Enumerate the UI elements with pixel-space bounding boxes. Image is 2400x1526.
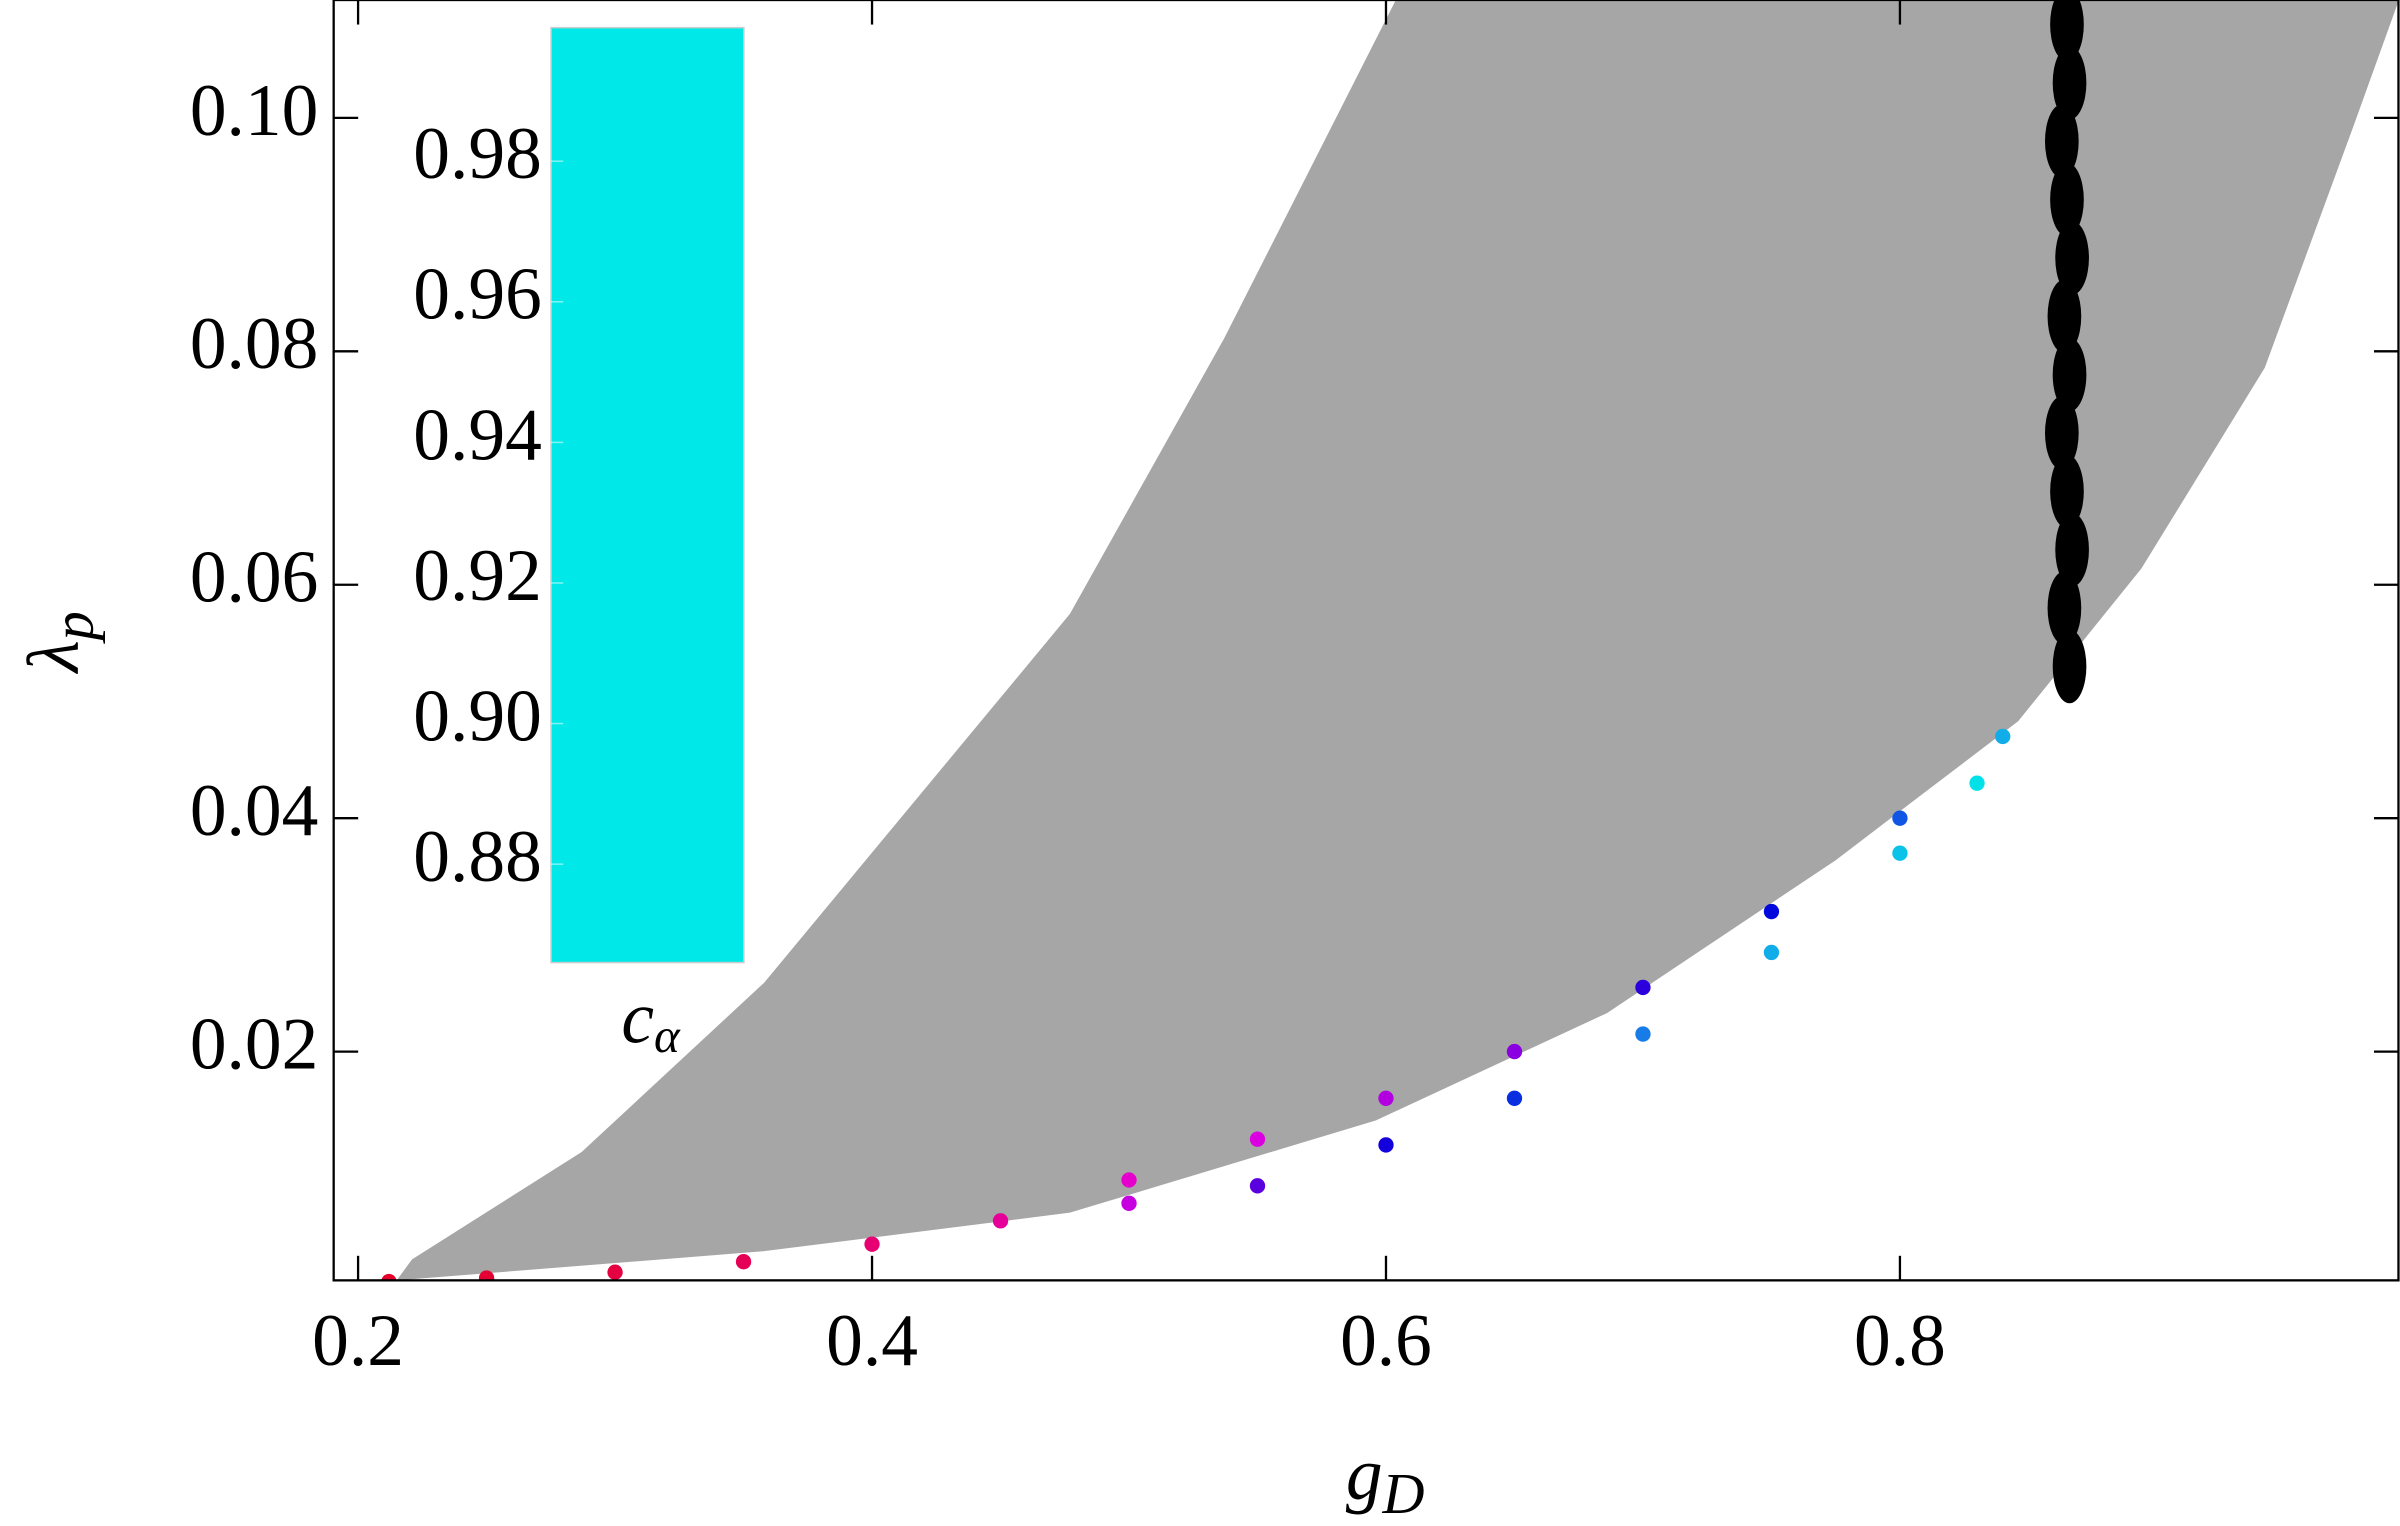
black-point bbox=[2047, 571, 2082, 645]
colored-point bbox=[1249, 1131, 1266, 1147]
colorbar-tick-label: 0.94 bbox=[413, 393, 542, 475]
colored-point bbox=[1249, 1178, 1266, 1194]
gray-region bbox=[396, 1, 2399, 1281]
colored-point bbox=[478, 1270, 495, 1281]
colorbar-tick-label: 0.88 bbox=[413, 815, 542, 897]
y-tick-label: 0.08 bbox=[190, 302, 319, 384]
colored-point bbox=[1892, 845, 1908, 861]
black-point bbox=[2047, 279, 2082, 354]
colored-point bbox=[607, 1264, 623, 1280]
colorbar bbox=[550, 26, 745, 964]
colored-point bbox=[1506, 1090, 1523, 1106]
colored-point bbox=[1969, 775, 1985, 791]
colored-point bbox=[1121, 1195, 1137, 1212]
colored-point bbox=[381, 1273, 397, 1281]
colored-point bbox=[1635, 979, 1651, 996]
colored-point bbox=[1506, 1043, 1523, 1060]
black-point bbox=[2055, 221, 2089, 295]
colored-point bbox=[1378, 1137, 1394, 1153]
colored-point bbox=[1995, 728, 2011, 745]
colorbar-label-main: c bbox=[621, 976, 654, 1058]
colorbar-tick-label: 0.90 bbox=[413, 674, 542, 756]
black-point bbox=[2052, 46, 2087, 120]
colorbar-label: cα bbox=[621, 976, 681, 1063]
black-point bbox=[2050, 0, 2084, 62]
colored-point bbox=[864, 1236, 880, 1252]
colorbar-tick-label: 0.92 bbox=[413, 534, 542, 616]
x-tick-label: 0.4 bbox=[826, 1299, 918, 1381]
colorbar-tick-label: 0.98 bbox=[413, 112, 542, 194]
y-label-main: λ bbox=[12, 640, 94, 674]
colored-point bbox=[1121, 1172, 1137, 1188]
x-tick-label: 0.2 bbox=[312, 1299, 404, 1381]
x-tick-label: 0.8 bbox=[1854, 1299, 1946, 1381]
black-point bbox=[2044, 396, 2079, 470]
black-point bbox=[2052, 337, 2087, 412]
x-label-main: g bbox=[1346, 1432, 1383, 1514]
y-tick-label: 0.10 bbox=[190, 69, 319, 151]
colored-point bbox=[992, 1213, 1009, 1229]
y-axis-label: λp bbox=[12, 611, 106, 674]
frame bbox=[332, 0, 2400, 1282]
colored-point bbox=[1763, 903, 1780, 920]
black-point bbox=[2055, 512, 2089, 587]
colored-point bbox=[1892, 810, 1908, 826]
colored-point bbox=[735, 1254, 752, 1270]
colorbar-label-sub: α bbox=[654, 1008, 681, 1063]
plot-area bbox=[381, 0, 2399, 1281]
x-tick-label: 0.6 bbox=[1340, 1299, 1432, 1381]
black-point bbox=[2050, 454, 2084, 529]
y-tick-label: 0.02 bbox=[190, 1002, 319, 1084]
y-tick-label: 0.04 bbox=[190, 769, 319, 851]
colored-point bbox=[1635, 1026, 1651, 1042]
y-label-sub: p bbox=[41, 611, 106, 644]
y-tick-label: 0.06 bbox=[190, 536, 319, 618]
black-point bbox=[2052, 629, 2087, 704]
colored-point bbox=[1378, 1090, 1394, 1106]
black-point bbox=[2044, 104, 2079, 179]
x-axis-label: gD bbox=[1346, 1432, 1425, 1526]
colorbar-tick-label: 0.96 bbox=[413, 253, 542, 335]
black-point bbox=[2050, 162, 2084, 237]
colored-point bbox=[1763, 944, 1780, 961]
x-label-sub: D bbox=[1382, 1461, 1425, 1526]
